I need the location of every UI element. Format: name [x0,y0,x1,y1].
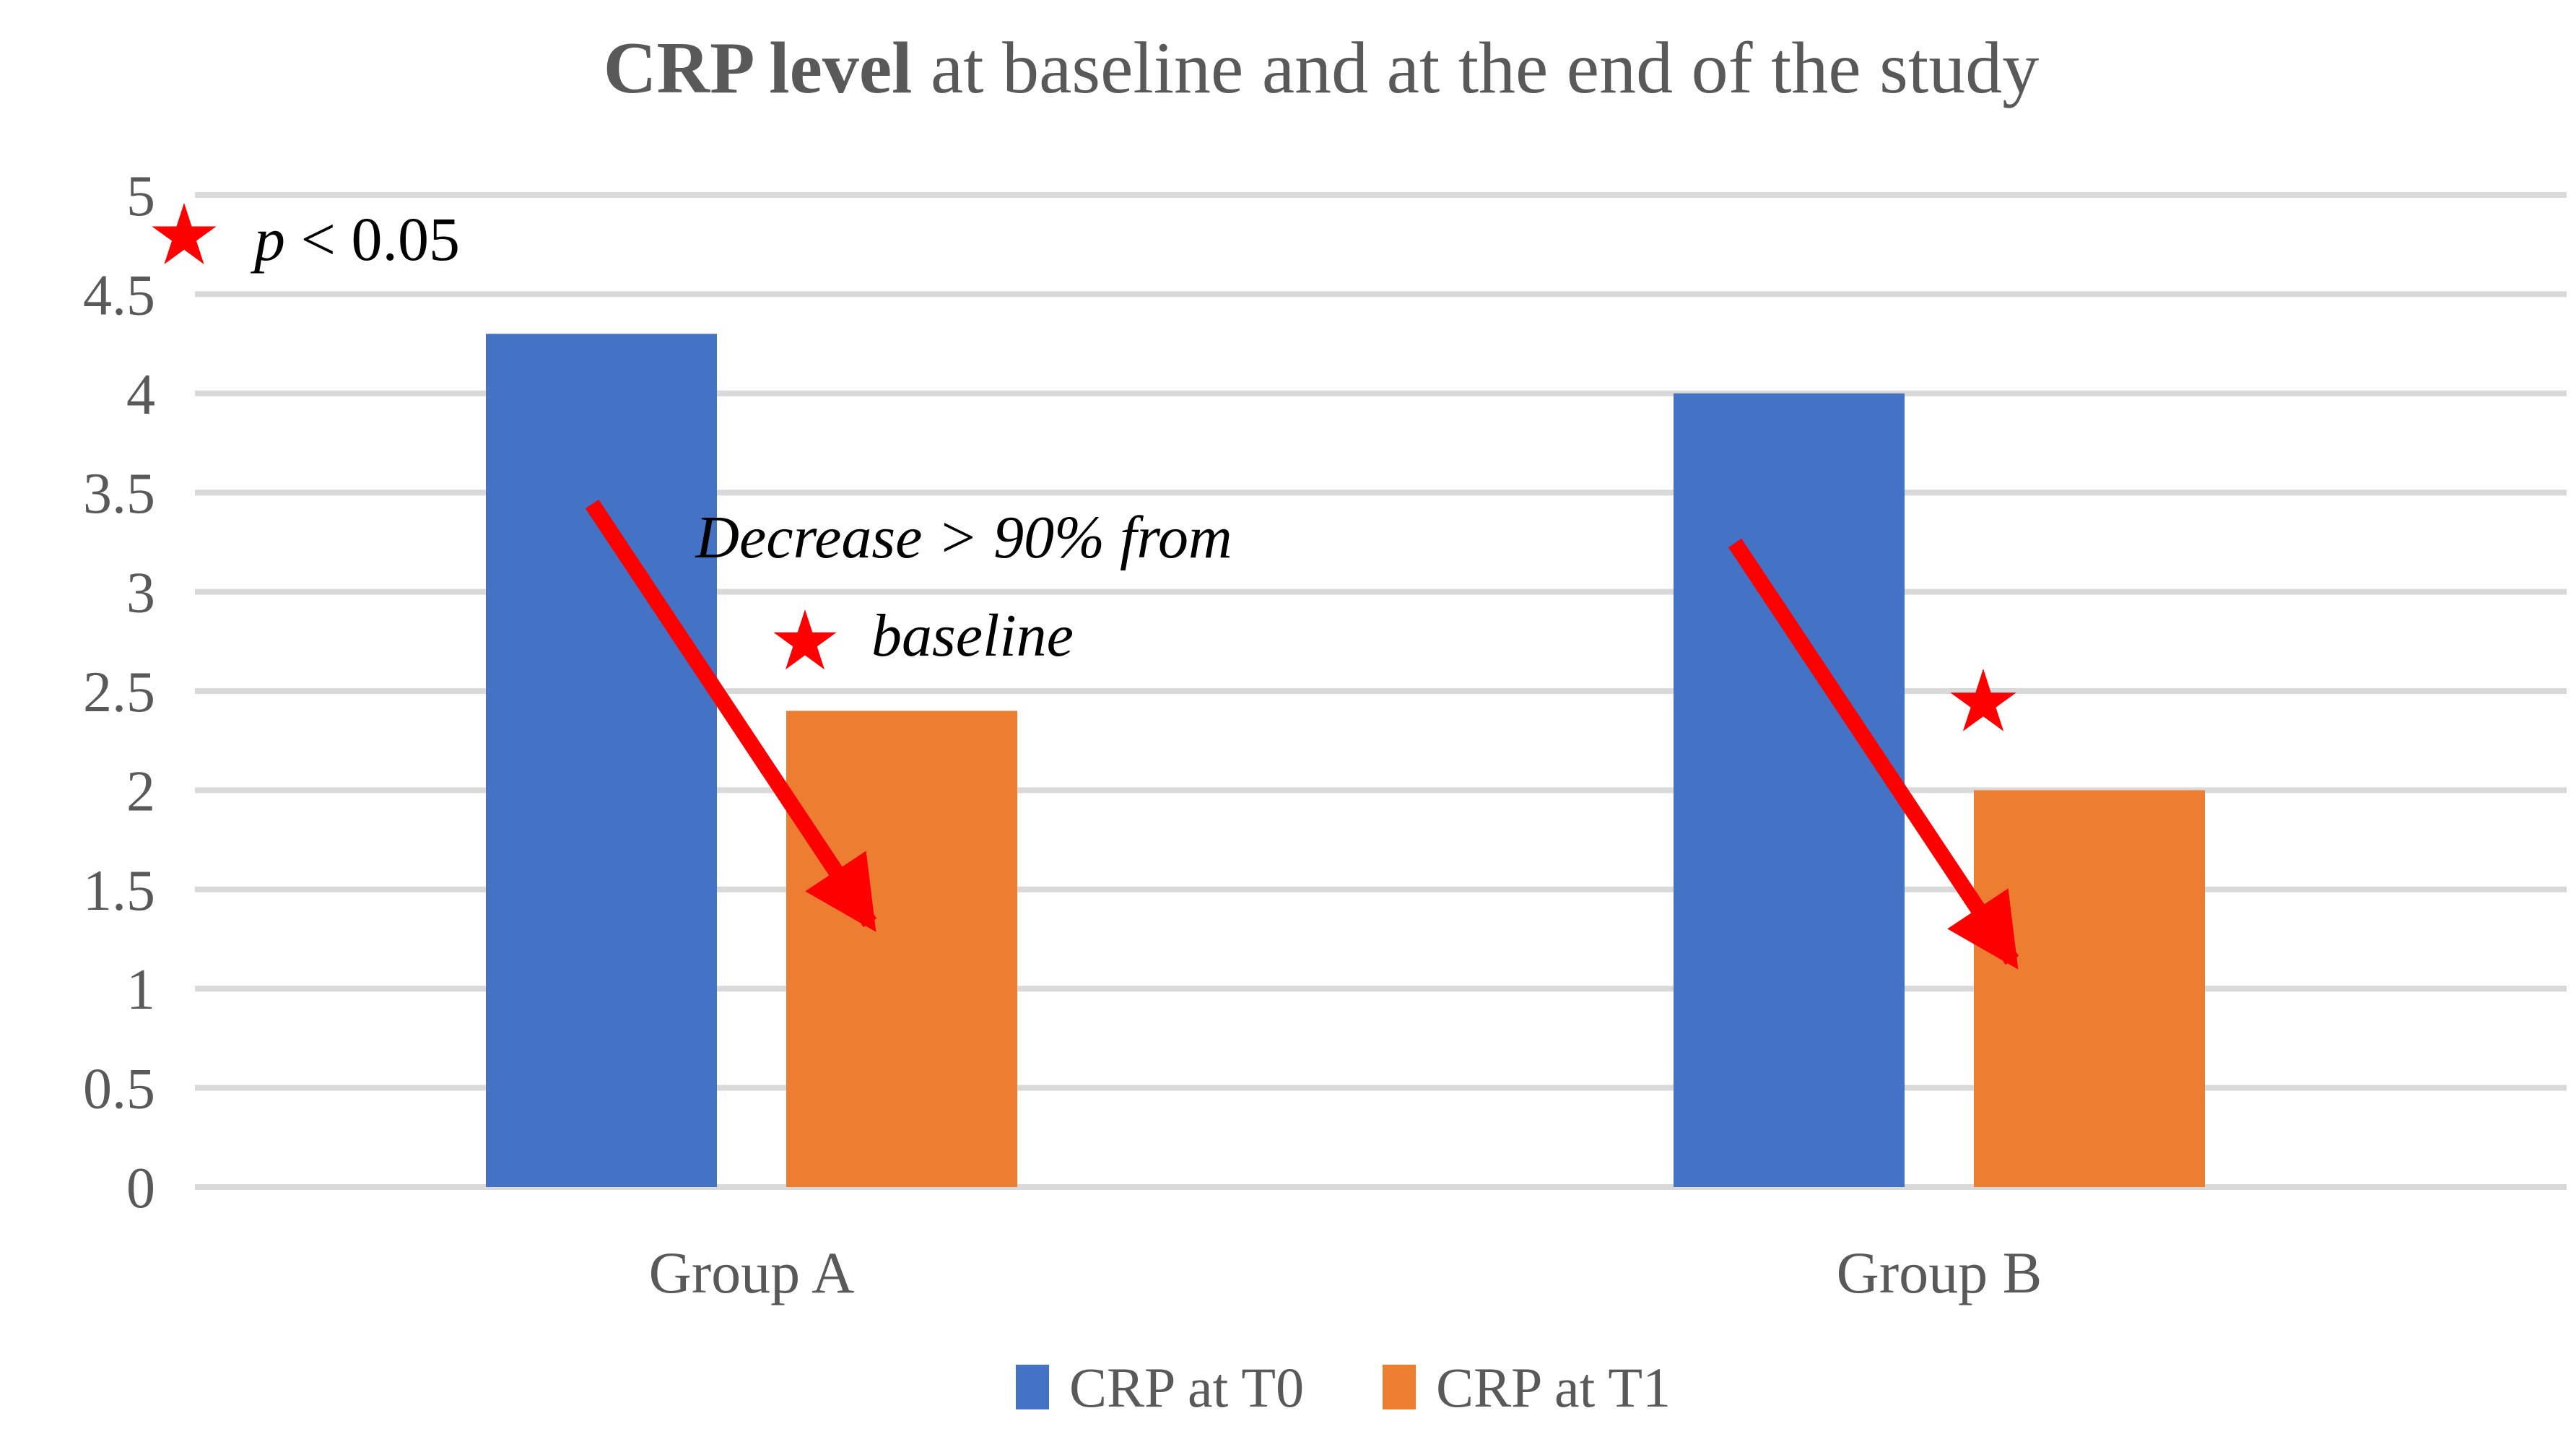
bar-crp-at-t1-group-b [1974,790,2205,1187]
decrease-arrow-group-b [1728,538,2019,970]
chart-title-bold: CRP level [604,27,913,109]
legend-item-crp-at-t1: CRP at T1 [1383,1356,1671,1419]
legend-label: CRP at T1 [1436,1356,1671,1419]
p-value-star [152,203,217,264]
chart-title-rest: at baseline and at the end of the study [913,27,2040,109]
decrease-arrow-group-a [585,499,877,932]
category-label-group-a: Group A [649,1240,855,1305]
y-tick-label: 1 [126,958,155,1022]
y-tick-label: 1.5 [83,859,155,923]
decrease-arrows [585,499,2019,970]
y-axis-tick-labels: 0 0.5 1 1.5 2 2.5 3 3.5 4 4.5 5 [83,165,155,1220]
y-tick-label: 3.5 [83,462,155,526]
p-value-variable: p [250,204,285,274]
p-value-note: p < 0.05 [250,204,460,274]
bar-crp-at-t0-group-b [1674,393,1905,1187]
bar-series [486,334,2205,1187]
significance-star-group-a [773,609,837,670]
y-tick-label: 3 [126,562,155,625]
bar-crp-at-t0-group-a [486,334,717,1187]
legend-swatch [1383,1365,1416,1409]
legend: CRP at T0 CRP at T1 [1016,1356,1671,1419]
y-tick-label: 2.5 [83,661,155,724]
significance-star-group-b [1950,669,2016,731]
y-tick-label: 4 [126,363,155,427]
y-tick-label: 0 [126,1157,155,1220]
y-tick-label: 4.5 [83,264,155,327]
category-label-group-b: Group B [1837,1240,2042,1305]
significance-stars [152,203,2016,731]
decrease-note-line2: baseline [871,602,1074,669]
legend-swatch [1016,1365,1049,1409]
chart-title: CRP level at baseline and at the end of … [604,27,2039,109]
p-value-text: < 0.05 [285,204,460,274]
legend-label: CRP at T0 [1069,1356,1304,1419]
y-tick-label: 5 [126,165,155,228]
y-tick-label: 2 [126,760,155,823]
bar-crp-at-t1-group-a [786,711,1017,1187]
y-tick-label: 0.5 [83,1058,155,1121]
decrease-note-line1: Decrease > 90% from [695,504,1232,571]
x-axis-category-labels: Group A Group B [649,1240,2042,1305]
legend-item-crp-at-t0: CRP at T0 [1016,1356,1304,1419]
